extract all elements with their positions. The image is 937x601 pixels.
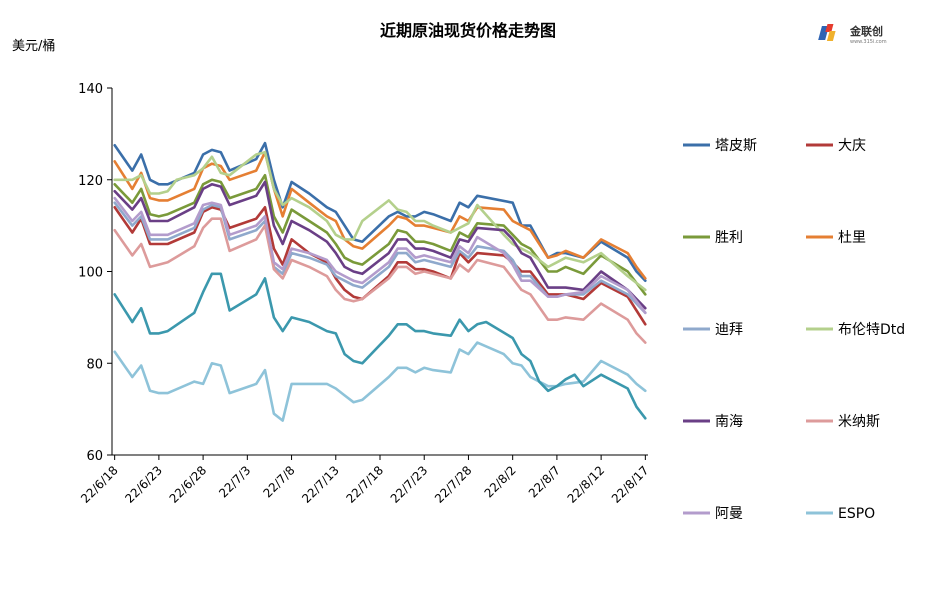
series-lines: [113, 141, 647, 422]
chart-title: 近期原油现货价格走势图: [380, 21, 556, 40]
series-line-2: [113, 173, 647, 296]
x-tick-label: 22/7/23: [388, 463, 431, 506]
series-line-5: [113, 150, 647, 292]
brand-url: www.315i.com: [850, 39, 887, 45]
series-line-8: [113, 196, 647, 315]
x-tick-label: 22/7/3: [216, 463, 253, 500]
x-tick-label: 22/8/17: [609, 463, 652, 506]
x-axis-ticks: 22/6/18 22/6/23 22/6/28 22/7/3 22/7/8 22/7/13…: [78, 455, 651, 506]
y-tick-label: 100: [78, 266, 103, 281]
legend-label: 南海: [715, 414, 743, 430]
x-tick-label: 22/8/12: [565, 463, 608, 506]
legend-label: 杜里: [838, 230, 866, 246]
x-tick-label: 22/6/28: [167, 463, 210, 506]
x-tick-label: 22/6/23: [122, 463, 165, 506]
x-tick-label: 22/6/18: [78, 463, 121, 506]
legend-label: 塔皮斯: [715, 138, 757, 154]
x-tick-label: 22/7/18: [344, 463, 387, 506]
y-tick-label: 80: [86, 357, 103, 372]
x-tick-label: 22/7/13: [299, 463, 342, 506]
y-axis-unit-label: 美元/桶: [12, 39, 55, 54]
x-tick-label: 22/7/28: [432, 463, 475, 506]
y-tick-label: 60: [86, 449, 103, 464]
x-tick-label: 22/7/8: [260, 463, 297, 500]
series-line-10: [113, 272, 647, 420]
y-tick-label: 140: [78, 82, 103, 97]
legend-label: 阿曼: [715, 506, 743, 522]
legend-label: 大庆: [838, 138, 866, 154]
legend-label: 米纳斯: [838, 414, 880, 430]
x-tick-label: 22/8/2: [482, 463, 519, 500]
series-line-7: [113, 217, 647, 344]
series-line-9: [113, 341, 647, 422]
brand-logo: 金联创 www.315i.com: [818, 24, 887, 45]
series-line-6: [113, 180, 647, 310]
legend-label: 迪拜: [715, 322, 743, 338]
legend-label: ESPO: [838, 506, 875, 522]
legend-label: 布伦特Dtd: [838, 322, 905, 338]
brand-name: 金联创: [849, 24, 883, 38]
x-tick-label: 22/8/7: [526, 463, 563, 500]
y-tick-label: 120: [78, 174, 103, 189]
y-axis-ticks: 60 80 100 120 140: [78, 82, 112, 464]
axes: [111, 88, 648, 456]
legend-label: 胜利: [715, 230, 743, 246]
